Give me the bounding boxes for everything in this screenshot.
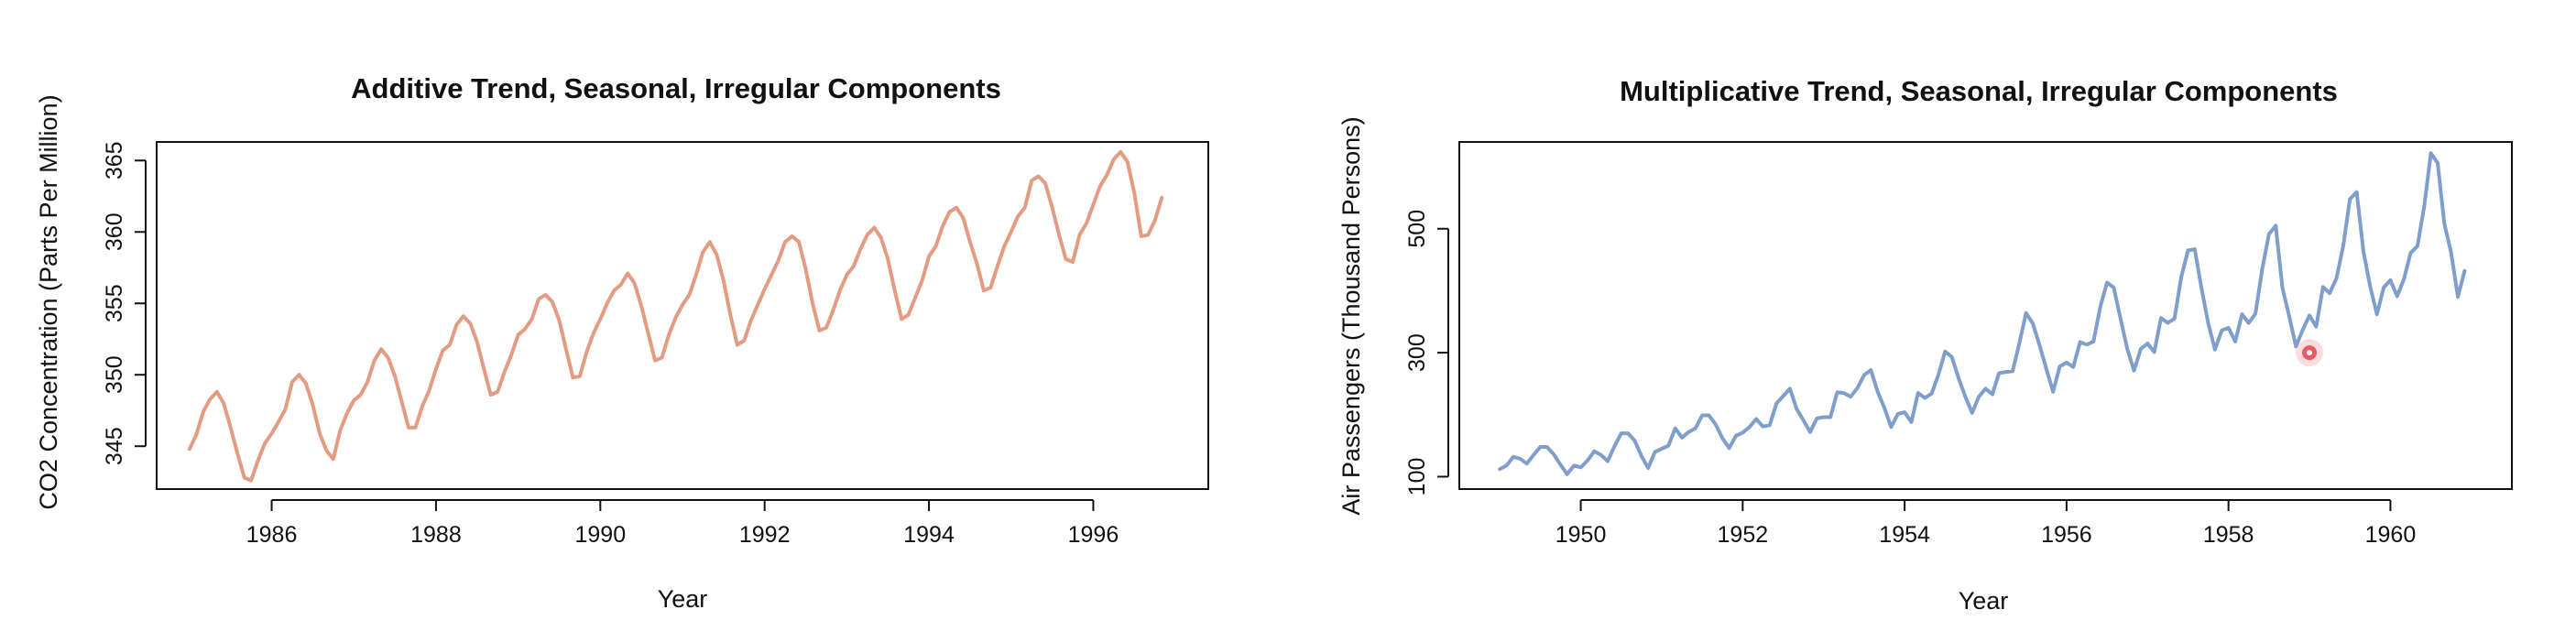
x-axis: 1950 1952 1954 1956 1958 1960 xyxy=(1555,499,2417,548)
x-tick-label: 1994 xyxy=(903,522,955,548)
x-axis: 1986 1988 1990 1992 1994 1996 xyxy=(246,499,1119,548)
y-tick-label: 360 xyxy=(102,212,127,251)
x-tick-label: 1996 xyxy=(1068,522,1119,548)
x-tick-label: 1952 xyxy=(1718,522,1769,548)
x-axis-label: Year xyxy=(658,585,708,613)
x-tick-label: 1990 xyxy=(575,522,627,548)
x-tick-label: 1986 xyxy=(246,522,298,548)
plot-frame xyxy=(1458,141,2513,490)
y-tick-label: 350 xyxy=(102,355,127,394)
plot-frame xyxy=(156,141,1209,490)
y-axis: 100 300 500 xyxy=(1404,210,1449,496)
series-line xyxy=(1498,151,2467,476)
highlight-marker[interactable] xyxy=(2296,339,2324,367)
multiplicative-chart: Multiplicative Trend, Seasonal, Irregula… xyxy=(1337,75,2513,615)
additive-chart: Additive Trend, Seasonal, Irregular Comp… xyxy=(35,72,1209,613)
y-tick-label: 300 xyxy=(1404,333,1430,372)
series-line xyxy=(187,149,1164,483)
x-axis-label: Year xyxy=(1959,587,2009,615)
chart-title: Multiplicative Trend, Seasonal, Irregula… xyxy=(1620,75,2338,107)
y-tick-label: 100 xyxy=(1404,458,1430,496)
x-tick-label: 1956 xyxy=(2041,522,2092,548)
y-tick-label: 345 xyxy=(102,427,127,465)
y-axis-label: Air Passengers (Thousand Persons) xyxy=(1337,116,1365,515)
y-tick-label: 365 xyxy=(102,141,127,180)
y-axis: 345 350 355 360 365 xyxy=(102,141,147,465)
x-tick-label: 1988 xyxy=(410,522,462,548)
x-tick-label: 1950 xyxy=(1555,522,1607,548)
x-tick-label: 1958 xyxy=(2203,522,2254,548)
marker-center xyxy=(2307,350,2313,356)
y-tick-label: 355 xyxy=(102,284,127,322)
chart-title: Additive Trend, Seasonal, Irregular Comp… xyxy=(351,72,1001,104)
y-tick-label: 500 xyxy=(1404,210,1430,248)
x-tick-label: 1954 xyxy=(1879,522,1930,548)
x-tick-label: 1960 xyxy=(2365,522,2417,548)
y-axis-label: CO2 Concentration (Parts Per Million) xyxy=(35,94,62,509)
x-tick-label: 1992 xyxy=(739,522,791,548)
